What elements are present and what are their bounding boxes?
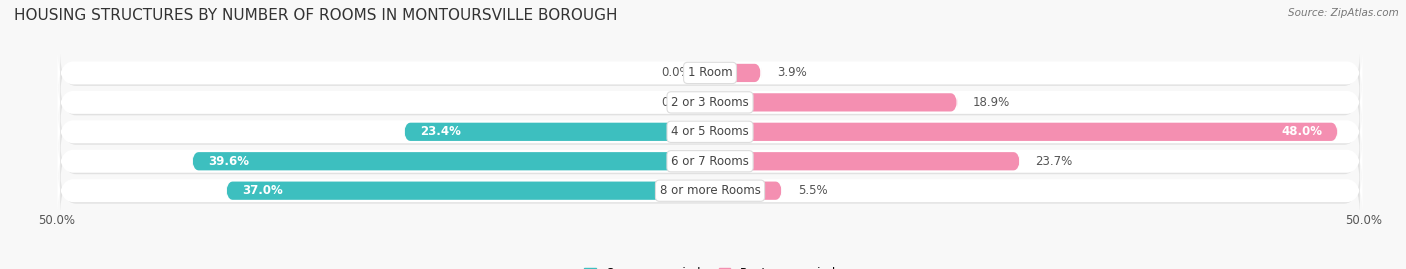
FancyBboxPatch shape — [58, 108, 1362, 156]
FancyBboxPatch shape — [710, 93, 957, 111]
FancyBboxPatch shape — [60, 109, 1360, 157]
Text: 4 or 5 Rooms: 4 or 5 Rooms — [671, 125, 749, 138]
FancyBboxPatch shape — [60, 80, 1360, 128]
FancyBboxPatch shape — [710, 152, 1019, 170]
Text: 37.0%: 37.0% — [242, 184, 283, 197]
Text: 2 or 3 Rooms: 2 or 3 Rooms — [671, 96, 749, 109]
FancyBboxPatch shape — [60, 51, 1360, 98]
Text: 39.6%: 39.6% — [208, 155, 249, 168]
Text: Source: ZipAtlas.com: Source: ZipAtlas.com — [1288, 8, 1399, 18]
FancyBboxPatch shape — [60, 168, 1360, 216]
FancyBboxPatch shape — [58, 167, 1362, 215]
Text: 48.0%: 48.0% — [1281, 125, 1322, 138]
Text: 3.9%: 3.9% — [776, 66, 807, 79]
Legend: Owner-occupied, Renter-occupied: Owner-occupied, Renter-occupied — [579, 263, 841, 269]
FancyBboxPatch shape — [58, 79, 1362, 126]
FancyBboxPatch shape — [404, 123, 710, 141]
Text: 18.9%: 18.9% — [973, 96, 1010, 109]
FancyBboxPatch shape — [58, 137, 1362, 185]
Text: 23.7%: 23.7% — [1036, 155, 1073, 168]
FancyBboxPatch shape — [60, 139, 1360, 187]
FancyBboxPatch shape — [710, 64, 761, 82]
Text: 23.4%: 23.4% — [420, 125, 461, 138]
Text: 0.0%: 0.0% — [661, 96, 690, 109]
FancyBboxPatch shape — [226, 182, 710, 200]
Text: HOUSING STRUCTURES BY NUMBER OF ROOMS IN MONTOURSVILLE BOROUGH: HOUSING STRUCTURES BY NUMBER OF ROOMS IN… — [14, 8, 617, 23]
Text: 5.5%: 5.5% — [797, 184, 827, 197]
Text: 1 Room: 1 Room — [688, 66, 733, 79]
Text: 6 or 7 Rooms: 6 or 7 Rooms — [671, 155, 749, 168]
FancyBboxPatch shape — [710, 123, 1337, 141]
Text: 0.0%: 0.0% — [661, 66, 690, 79]
FancyBboxPatch shape — [58, 49, 1362, 97]
FancyBboxPatch shape — [193, 152, 710, 170]
FancyBboxPatch shape — [710, 182, 782, 200]
Text: 8 or more Rooms: 8 or more Rooms — [659, 184, 761, 197]
